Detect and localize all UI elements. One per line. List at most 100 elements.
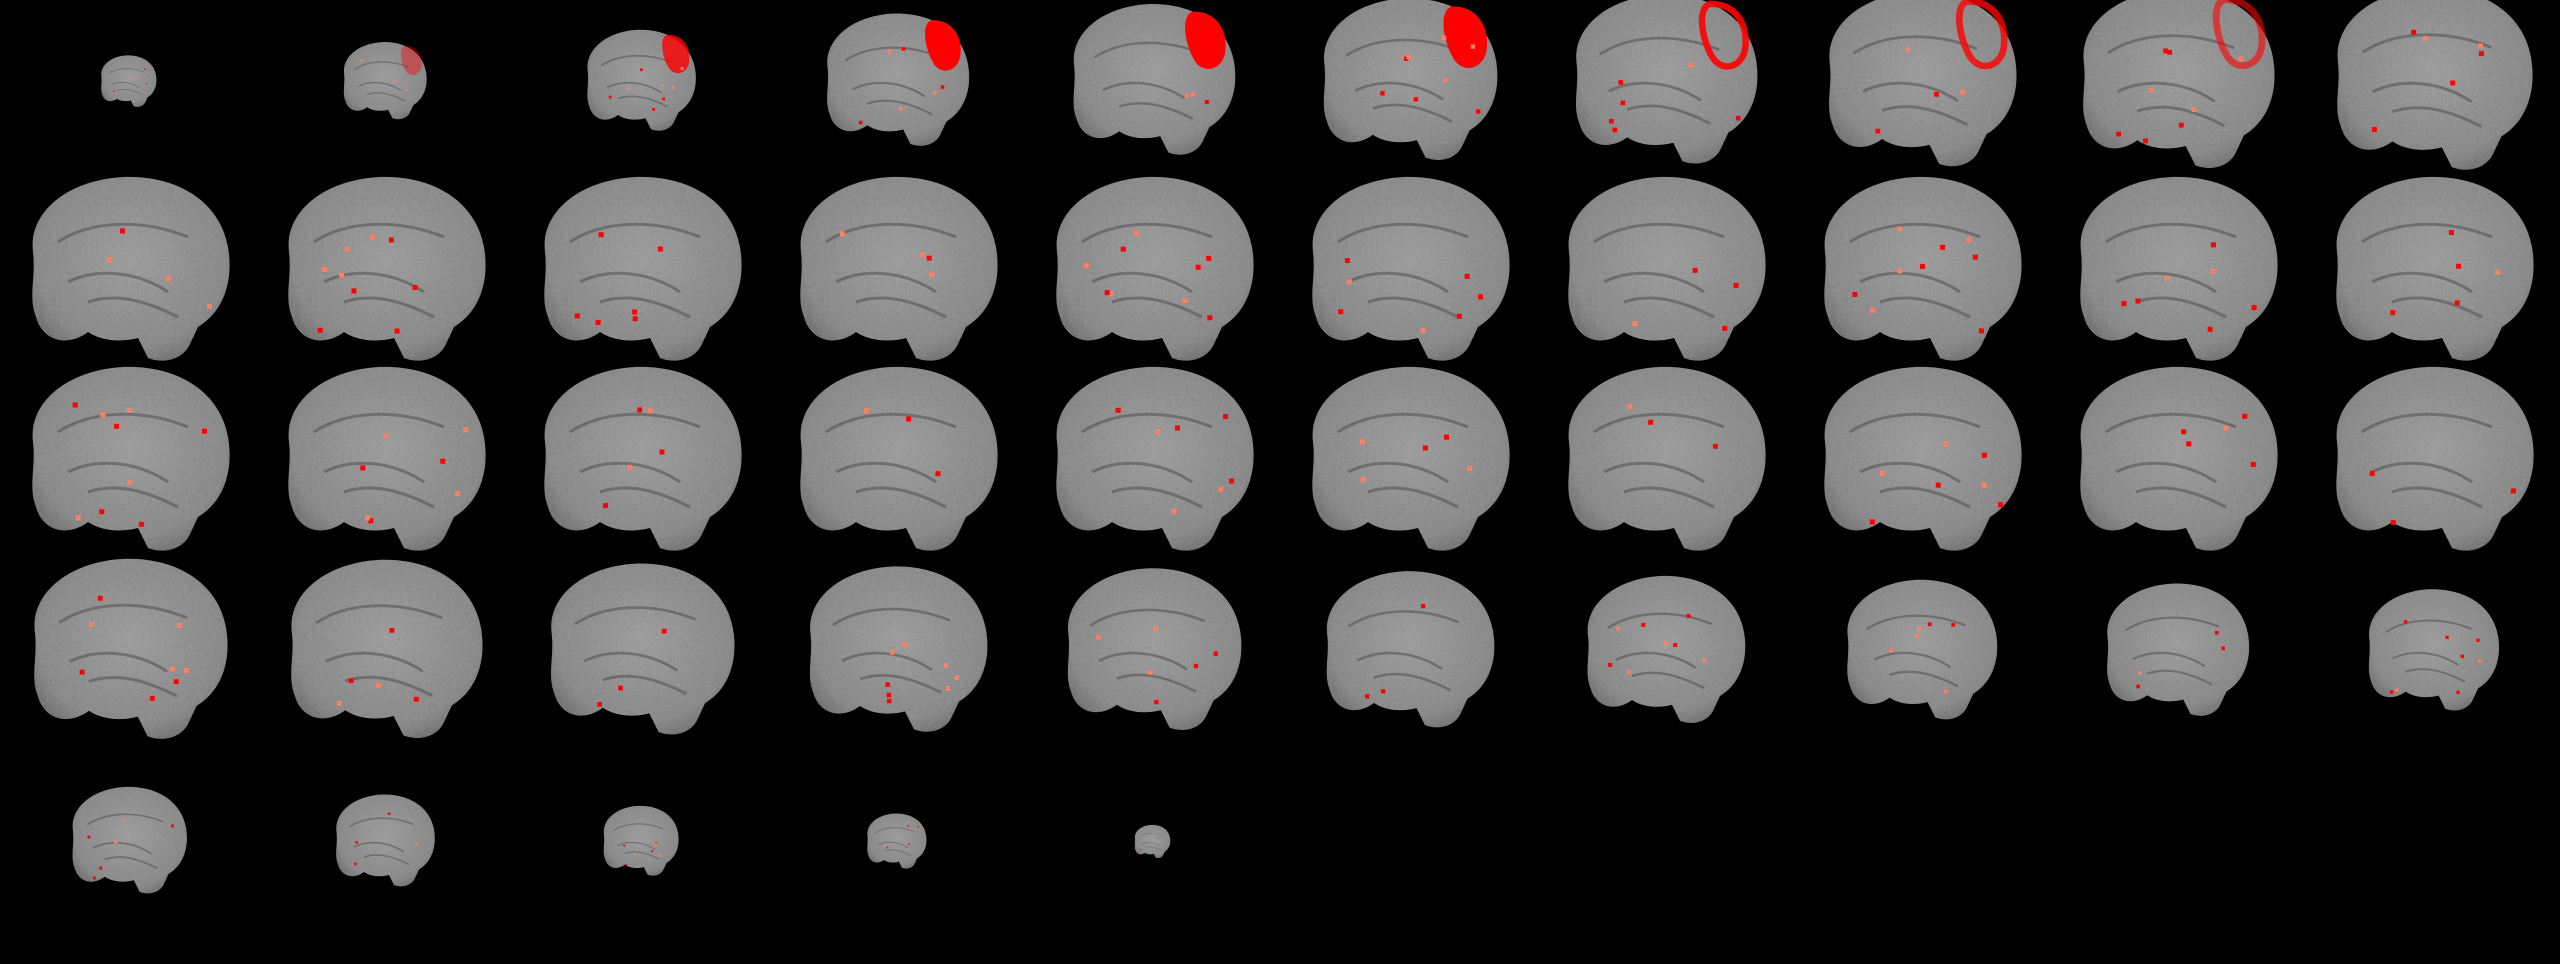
activation-voxel <box>2454 300 2460 306</box>
sulcus-lines <box>1347 610 1460 692</box>
activation-voxel <box>207 303 213 309</box>
activation-voxel <box>603 503 609 509</box>
activation-voxel <box>1381 689 1386 694</box>
slice-image <box>2083 0 2275 168</box>
activation-voxel <box>1195 264 1201 270</box>
activation-voxel <box>1182 298 1188 304</box>
activation-voxel <box>2214 630 2219 635</box>
activation-voxel <box>2450 80 2456 86</box>
activation-voxel <box>1935 482 1941 488</box>
activation-voxel <box>623 844 626 847</box>
activation-voxel <box>360 465 366 471</box>
sulcus-lines <box>1593 412 1725 509</box>
brain-texture <box>1312 176 1510 361</box>
activation-voxel <box>413 696 419 702</box>
activation-voxel <box>1998 502 2004 508</box>
activation-voxel <box>440 458 446 464</box>
activation-voxel <box>75 515 81 521</box>
activation-voxel <box>405 88 408 92</box>
activation-voxel <box>100 412 106 418</box>
sulcus-lines <box>58 603 188 698</box>
activation-voxel <box>126 407 132 413</box>
activation-voxel <box>107 256 113 262</box>
activation-voxel <box>99 866 103 870</box>
activation-voxel <box>1852 291 1858 297</box>
sulcus-lines <box>569 222 701 319</box>
activation-voxel <box>1978 328 1984 334</box>
activation-voxel <box>1897 226 1903 232</box>
activation-voxel <box>1735 115 1741 121</box>
activation-voxel <box>632 316 638 322</box>
activation-voxel <box>2223 425 2229 431</box>
activation-voxel <box>2478 43 2484 49</box>
activation-voxel <box>463 427 469 433</box>
activation-voxel <box>2389 690 2394 694</box>
activation-voxel <box>1972 254 1978 260</box>
activation-voxel <box>1712 443 1718 449</box>
brain-texture <box>32 366 230 551</box>
activation-voxel <box>1627 404 1633 410</box>
activation-voxel <box>383 433 389 439</box>
sulcus-lines <box>1337 222 1469 319</box>
activation-voxel <box>2165 275 2171 281</box>
activation-voxel <box>113 90 115 92</box>
sulcus-lines <box>2105 222 2237 319</box>
brain-texture <box>1056 366 1254 551</box>
activation-voxel <box>1940 244 1946 250</box>
brain-texture <box>2107 583 2250 716</box>
activation-voxel <box>72 402 78 408</box>
activation-voxel <box>1154 699 1159 705</box>
activation-voxel <box>1632 320 1638 326</box>
activation-voxel <box>2210 242 2216 248</box>
activation-voxel <box>671 86 675 90</box>
activation-voxel <box>1915 634 1919 638</box>
activation-voxel <box>902 642 907 647</box>
activation-voxel <box>336 700 342 706</box>
activation-voxel <box>2456 690 2460 694</box>
slice-image <box>2336 366 2534 551</box>
activation-voxel <box>123 820 127 824</box>
activation-voxel <box>887 49 891 54</box>
slice-image <box>544 366 742 551</box>
brain-texture <box>1312 366 1510 551</box>
sulcus-lines <box>874 827 915 856</box>
sulcus-lines <box>1337 412 1469 509</box>
activation-voxel <box>1171 508 1177 514</box>
brain-texture <box>1056 176 1254 361</box>
activation-voxel <box>2456 263 2462 269</box>
activation-voxel <box>368 518 374 524</box>
activation-voxel <box>1464 273 1470 279</box>
activation-voxel <box>1147 670 1153 675</box>
brain-texture <box>1587 575 1746 723</box>
sulcus-lines <box>2361 33 2492 128</box>
sulcus-lines <box>613 823 664 860</box>
brain-texture <box>544 366 742 551</box>
slice-image <box>2080 366 2278 551</box>
activation-voxel <box>2191 107 2197 113</box>
activation-voxel <box>1218 486 1224 492</box>
activation-voxel <box>2238 56 2244 62</box>
activation-voxel <box>1155 429 1161 435</box>
activation-voxel <box>322 267 328 272</box>
activation-voxel <box>114 98 117 100</box>
activation-voxel <box>654 841 657 844</box>
activation-voxel <box>1688 62 1694 68</box>
activation-voxel <box>1467 466 1473 472</box>
slice-image <box>2336 176 2534 361</box>
lesion-overlay <box>925 20 961 71</box>
activation-voxel <box>1213 651 1219 656</box>
activation-voxel <box>1905 46 1910 52</box>
activation-voxel <box>2390 310 2396 316</box>
activation-voxel <box>1096 635 1101 640</box>
lesion-overlay <box>1698 0 1749 70</box>
activation-voxel <box>926 255 932 261</box>
activation-voxel <box>1406 55 1411 60</box>
slice-image <box>587 29 696 131</box>
activation-voxel <box>661 84 664 87</box>
activation-voxel <box>1870 307 1876 313</box>
brain-texture <box>800 366 998 551</box>
sulcus-lines <box>1139 833 1163 851</box>
activation-voxel <box>2478 51 2484 57</box>
activation-voxel <box>339 272 345 278</box>
activation-voxel <box>2478 659 2482 663</box>
